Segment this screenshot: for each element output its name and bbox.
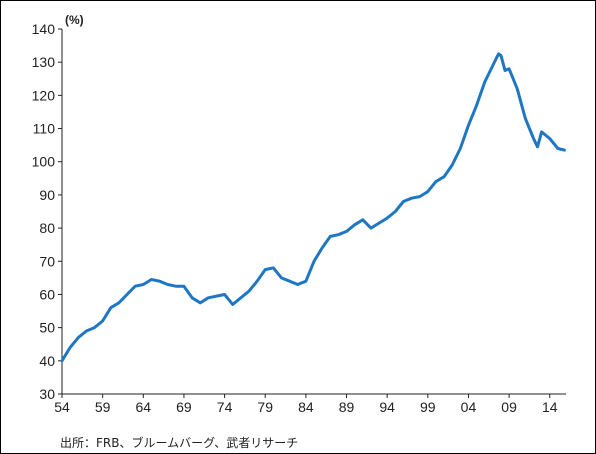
y-tick-label: 60 xyxy=(39,286,55,302)
y-tick-label: 100 xyxy=(32,154,56,170)
x-tick-label: 69 xyxy=(176,399,192,415)
y-tick-label: 90 xyxy=(39,187,55,203)
x-axis: 54 59 64 69 74 79 84 89 94 99 04 09 14 xyxy=(54,393,566,415)
series-group xyxy=(60,52,566,363)
x-tick-label: 94 xyxy=(379,399,395,415)
x-tick-label: 09 xyxy=(501,399,517,415)
y-tick-label: 30 xyxy=(39,386,55,402)
y-axis-unit-label: (%) xyxy=(65,13,84,27)
y-tick-label: 120 xyxy=(32,87,56,103)
series-line xyxy=(60,52,566,363)
x-tick-label: 99 xyxy=(420,399,436,415)
x-tick-label: 74 xyxy=(217,399,233,415)
y-axis: 30 40 50 60 70 80 90 100 110 120 130 140 xyxy=(32,21,63,402)
y-tick-label: 110 xyxy=(33,121,56,137)
y-tick-label: 130 xyxy=(32,54,56,70)
y-tick-label: 140 xyxy=(32,21,56,37)
y-tick-label: 70 xyxy=(39,253,55,269)
x-tick-label: 89 xyxy=(339,399,355,415)
x-tick-label: 84 xyxy=(298,399,314,415)
x-tick-label: 59 xyxy=(95,399,111,415)
x-tick-label: 54 xyxy=(54,399,70,415)
x-tick-label: 14 xyxy=(542,399,558,415)
source-note: 出所：FRB、ブルームバーグ、武者リサーチ xyxy=(60,436,299,450)
x-tick-label: 64 xyxy=(136,399,152,415)
y-tick-label: 50 xyxy=(39,320,55,336)
y-tick-label: 40 xyxy=(39,353,55,369)
y-tick-label: 80 xyxy=(39,220,55,236)
x-tick-label: 79 xyxy=(257,399,273,415)
x-tick-label: 04 xyxy=(461,399,477,415)
